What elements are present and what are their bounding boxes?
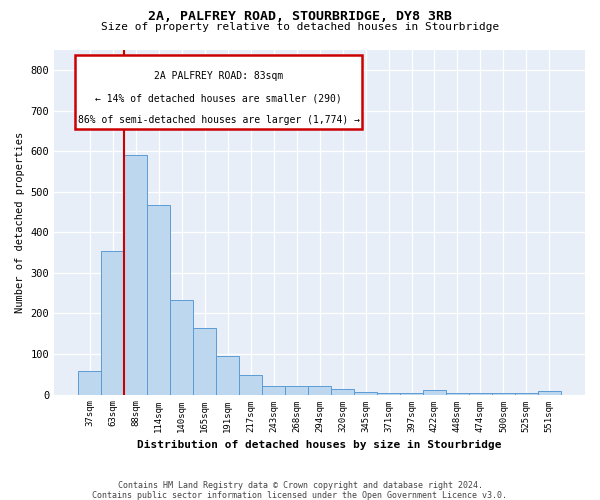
Bar bbox=[101, 250, 124, 394]
Bar bbox=[538, 392, 561, 394]
Bar bbox=[262, 386, 285, 394]
Bar bbox=[193, 328, 216, 394]
Bar bbox=[331, 389, 354, 394]
Text: 86% of semi-detached houses are larger (1,774) →: 86% of semi-detached houses are larger (… bbox=[78, 116, 360, 126]
Bar bbox=[216, 356, 239, 395]
Text: Size of property relative to detached houses in Stourbridge: Size of property relative to detached ho… bbox=[101, 22, 499, 32]
FancyBboxPatch shape bbox=[76, 55, 362, 129]
Bar bbox=[308, 386, 331, 394]
Bar bbox=[147, 205, 170, 394]
X-axis label: Distribution of detached houses by size in Stourbridge: Distribution of detached houses by size … bbox=[137, 440, 502, 450]
Text: 2A PALFREY ROAD: 83sqm: 2A PALFREY ROAD: 83sqm bbox=[154, 70, 283, 81]
Bar bbox=[170, 300, 193, 394]
Bar bbox=[423, 390, 446, 394]
Text: Contains public sector information licensed under the Open Government Licence v3: Contains public sector information licen… bbox=[92, 491, 508, 500]
Text: ← 14% of detached houses are smaller (290): ← 14% of detached houses are smaller (29… bbox=[95, 93, 342, 103]
Y-axis label: Number of detached properties: Number of detached properties bbox=[15, 132, 25, 313]
Bar bbox=[78, 372, 101, 394]
Bar bbox=[354, 392, 377, 394]
Bar bbox=[124, 156, 147, 394]
Text: 2A, PALFREY ROAD, STOURBRIDGE, DY8 3RB: 2A, PALFREY ROAD, STOURBRIDGE, DY8 3RB bbox=[148, 10, 452, 23]
Bar bbox=[239, 374, 262, 394]
Bar bbox=[285, 386, 308, 394]
Text: Contains HM Land Registry data © Crown copyright and database right 2024.: Contains HM Land Registry data © Crown c… bbox=[118, 481, 482, 490]
